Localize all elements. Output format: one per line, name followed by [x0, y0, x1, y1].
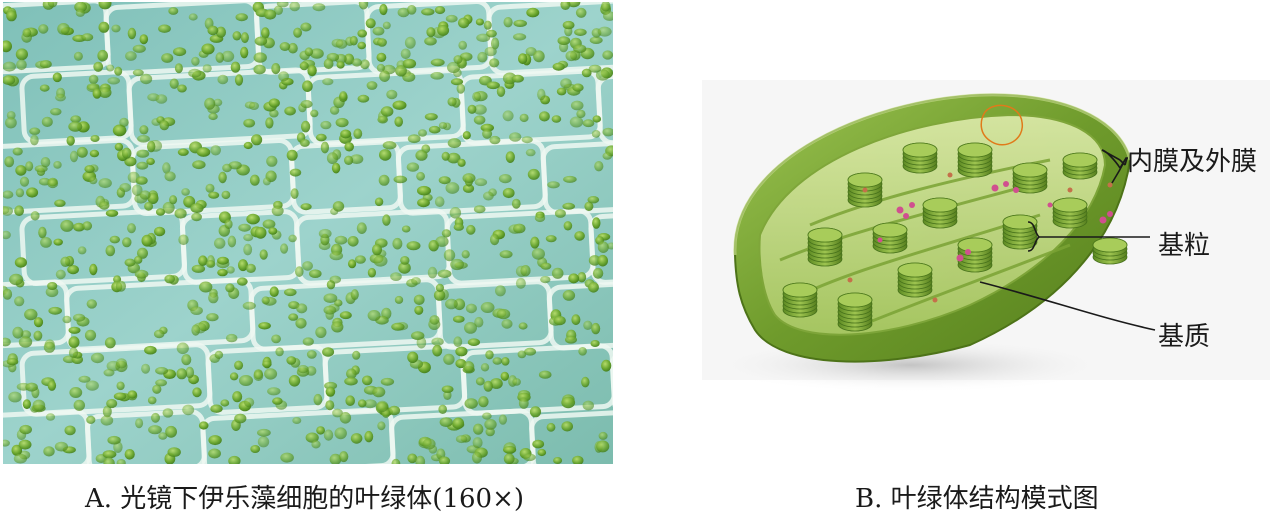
- micrograph-image: [3, 2, 613, 464]
- dna-loop: [980, 104, 1023, 146]
- chloroplast-diagram: [700, 80, 1270, 393]
- label-stroma: 基质: [1158, 322, 1211, 352]
- elodea-micrograph: [3, 2, 613, 464]
- label-grana: 基粒: [1158, 231, 1211, 261]
- caption-micrograph: A. 光镜下伊乐藻细胞的叶绿体(160×): [85, 484, 525, 514]
- ribosomes: [877, 181, 1113, 262]
- label-membranes: 内膜及外膜: [1127, 147, 1258, 177]
- caption-model: B. 叶绿体结构模式图: [855, 484, 1099, 514]
- grana: [782, 142, 1128, 332]
- chloroplast-model: [650, 0, 1270, 470]
- stroma-leader: [979, 281, 1156, 331]
